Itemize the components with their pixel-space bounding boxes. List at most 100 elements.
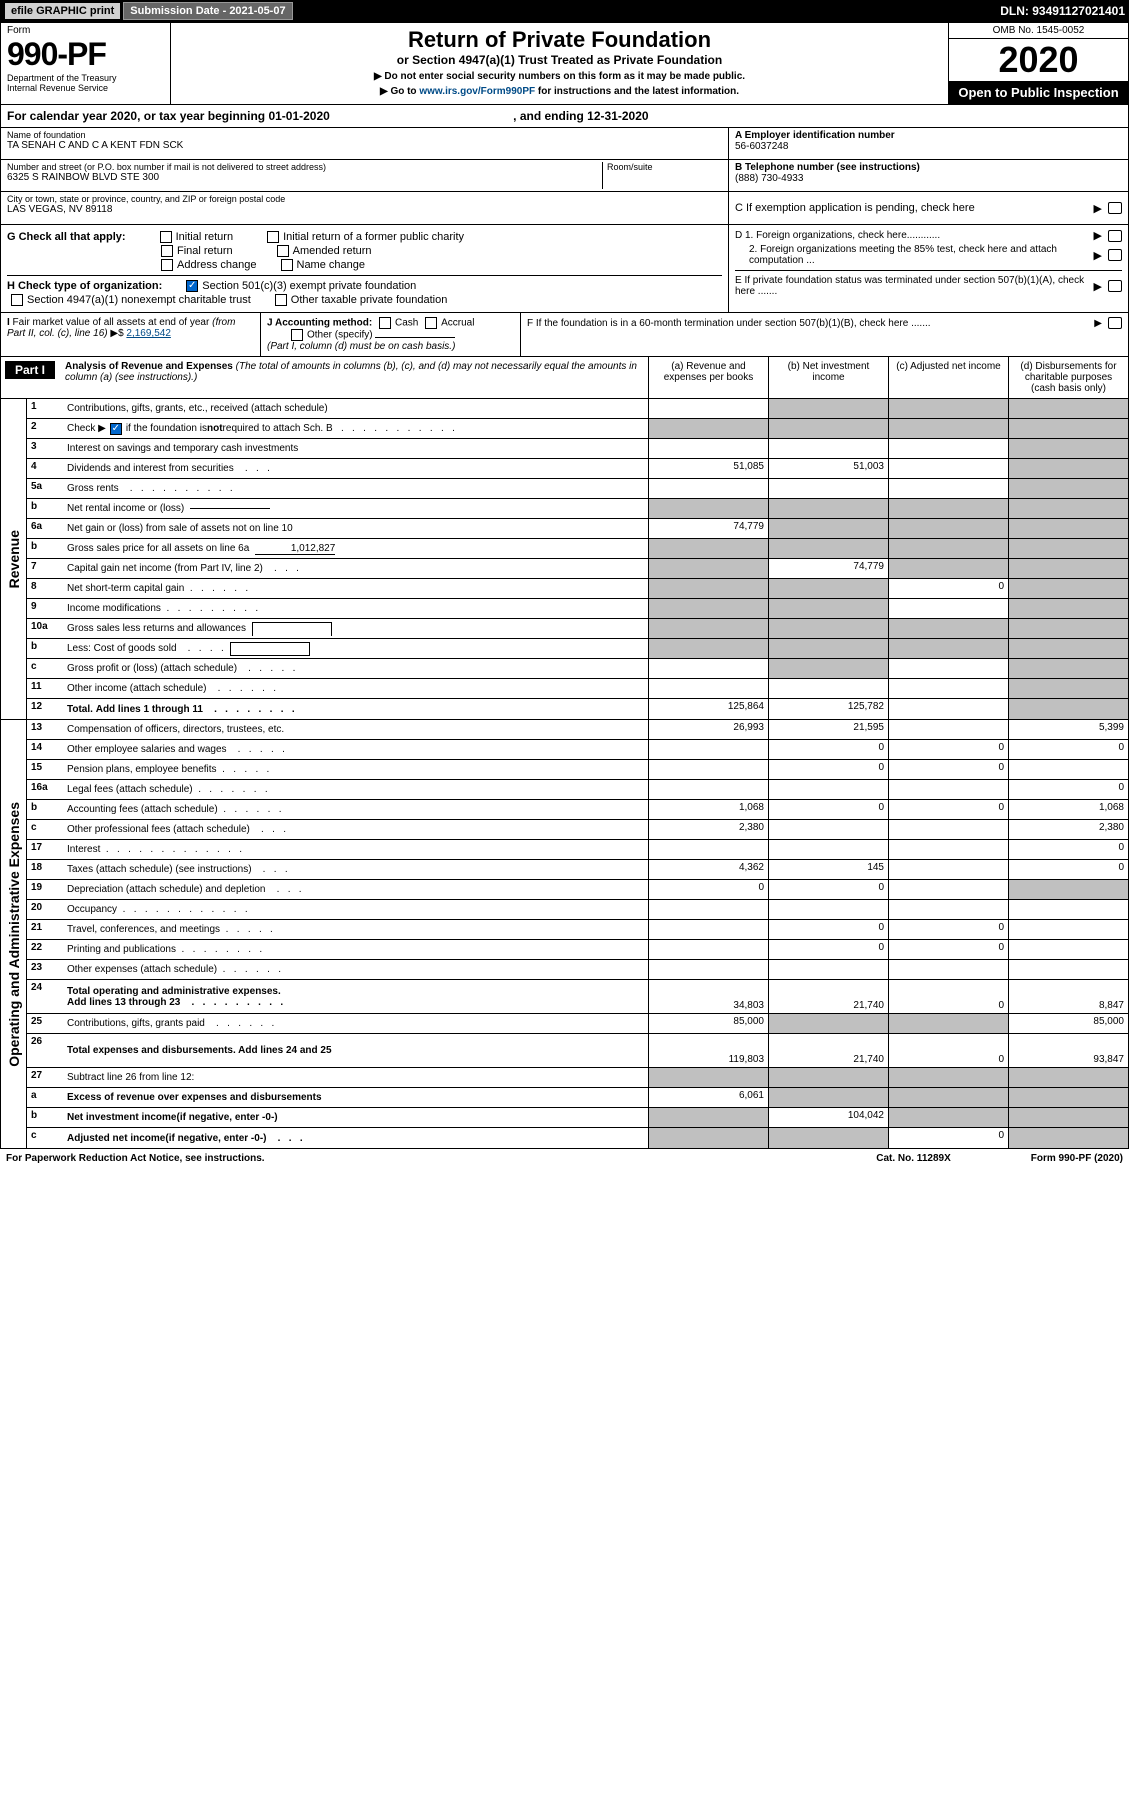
r16b: Accounting fees (attach schedule) . . . …	[63, 800, 648, 819]
r7: Capital gain net income (from Part IV, l…	[63, 559, 648, 578]
r25d: 85,000	[1008, 1014, 1128, 1033]
form-label: Form	[7, 25, 164, 36]
r23: Other expenses (attach schedule) . . . .…	[63, 960, 648, 979]
r10b: Less: Cost of goods sold . . . .	[63, 639, 648, 658]
r14: Other employee salaries and wages . . . …	[63, 740, 648, 759]
r22: Printing and publications . . . . . . . …	[63, 940, 648, 959]
schb-cb[interactable]	[110, 423, 122, 435]
foundation-name: TA SENAH C AND C A KENT FDN SCK	[7, 140, 722, 151]
efile-btn[interactable]: efile GRAPHIC print	[4, 2, 121, 20]
r18d: 0	[1008, 860, 1128, 879]
addr-label: Number and street (or P.O. box number if…	[7, 162, 602, 172]
r16bc: 0	[888, 800, 1008, 819]
form-title: Return of Private Foundation	[175, 27, 944, 53]
r16ca: 2,380	[648, 820, 768, 839]
d2-cb[interactable]	[1108, 249, 1122, 261]
accrual-cb[interactable]	[425, 317, 437, 329]
r22b: 0	[768, 940, 888, 959]
r24d: 8,847	[1008, 980, 1128, 1013]
footer-right: Form 990-PF (2020)	[1031, 1153, 1123, 1164]
initial-former-cb[interactable]	[267, 231, 279, 243]
r6b: Gross sales price for all assets on line…	[63, 539, 648, 558]
r21: Travel, conferences, and meetings . . . …	[63, 920, 648, 939]
part1-header: Part I Analysis of Revenue and Expenses …	[0, 357, 1129, 399]
r24: Total operating and administrative expen…	[63, 980, 648, 1013]
dln: DLN: 93491127021401	[1000, 4, 1125, 18]
colb: (b) Net investment income	[768, 357, 888, 398]
s4947-cb[interactable]	[11, 294, 23, 306]
r15c: 0	[888, 760, 1008, 779]
addr-change: Address change	[177, 259, 257, 271]
r13b: 21,595	[768, 720, 888, 739]
f-label: F If the foundation is in a 60-month ter…	[527, 318, 1092, 329]
instr2: ▶ Go to www.irs.gov/Form990PF for instru…	[175, 86, 944, 97]
r16ba: 1,068	[648, 800, 768, 819]
phone: (888) 730-4933	[735, 173, 1122, 184]
e-cb[interactable]	[1108, 280, 1122, 292]
cal-begin: For calendar year 2020, or tax year begi…	[7, 109, 330, 123]
other-cb[interactable]	[291, 329, 303, 341]
ein-label: A Employer identification number	[735, 130, 1122, 141]
j-label: J Accounting method:	[267, 318, 372, 329]
r6a: Net gain or (loss) from sale of assets n…	[63, 519, 648, 538]
submission-btn[interactable]: Submission Date - 2021-05-07	[123, 2, 292, 20]
part1-title: Analysis of Revenue and Expenses	[65, 361, 233, 372]
r21c: 0	[888, 920, 1008, 939]
r3: Interest on savings and temporary cash i…	[63, 439, 648, 458]
r2: Check ▶ if the foundation is not require…	[63, 419, 648, 438]
othertax-cb[interactable]	[275, 294, 287, 306]
amended-cb[interactable]	[277, 245, 289, 257]
omb: OMB No. 1545-0052	[949, 23, 1128, 39]
r1: Contributions, gifts, grants, etc., rece…	[63, 399, 648, 418]
opex-table: Operating and Administrative Expenses 13…	[0, 720, 1129, 1149]
r7b: 74,779	[768, 559, 888, 578]
r25a: 85,000	[648, 1014, 768, 1033]
c-checkbox[interactable]	[1108, 202, 1122, 214]
r27cc: 0	[888, 1128, 1008, 1148]
g-label: G Check all that apply:	[7, 231, 126, 243]
footer: For Paperwork Reduction Act Notice, see …	[0, 1149, 1129, 1168]
form-header: Form 990-PF Department of the Treasury I…	[0, 22, 1129, 105]
d1-cb[interactable]	[1108, 230, 1122, 242]
name-cb[interactable]	[281, 259, 293, 271]
r11: Other income (attach schedule) . . . . .…	[63, 679, 648, 698]
e-label: E If private foundation status was termi…	[735, 275, 1092, 297]
r26a: 119,803	[648, 1034, 768, 1067]
other-spec: Other (specify)	[307, 330, 373, 341]
city: LAS VEGAS, NV 89118	[7, 204, 722, 215]
other-tax: Other taxable private foundation	[291, 294, 448, 306]
cash-cb[interactable]	[379, 317, 391, 329]
r16c: Other professional fees (attach schedule…	[63, 820, 648, 839]
r18: Taxes (attach schedule) (see instruction…	[63, 860, 648, 879]
r12a: 125,864	[648, 699, 768, 719]
i-label: I Fair market value of all assets at end…	[7, 317, 235, 339]
final-return: Final return	[177, 245, 233, 257]
phone-label: B Telephone number (see instructions)	[735, 162, 1122, 173]
addr-cb[interactable]	[161, 259, 173, 271]
footer-mid: Cat. No. 11289X	[876, 1153, 950, 1164]
name-label: Name of foundation	[7, 130, 722, 140]
r15: Pension plans, employee benefits . . . .…	[63, 760, 648, 779]
initial-cb[interactable]	[160, 231, 172, 243]
r26: Total expenses and disbursements. Add li…	[63, 1034, 648, 1067]
footer-left: For Paperwork Reduction Act Notice, see …	[6, 1153, 265, 1164]
f-cb[interactable]	[1108, 317, 1122, 329]
r14d: 0	[1008, 740, 1128, 759]
hij-row: I Fair market value of all assets at end…	[0, 313, 1129, 357]
initial-return: Initial return	[176, 231, 233, 243]
r25: Contributions, gifts, grants paid . . . …	[63, 1014, 648, 1033]
j-note: (Part I, column (d) must be on cash basi…	[267, 341, 455, 352]
info-grid: Name of foundation TA SENAH C AND C A KE…	[0, 128, 1129, 225]
r9: Income modifications . . . . . . . . .	[63, 599, 648, 618]
final-cb[interactable]	[161, 245, 173, 257]
r16ad: 0	[1008, 780, 1128, 799]
h-label: H Check type of organization:	[7, 280, 162, 292]
calendar-row: For calendar year 2020, or tax year begi…	[0, 105, 1129, 128]
instr-link[interactable]: www.irs.gov/Form990PF	[419, 86, 535, 97]
initial-former: Initial return of a former public charit…	[283, 231, 464, 243]
r12: Total. Add lines 1 through 11 . . . . . …	[63, 699, 648, 719]
r4b: 51,003	[768, 459, 888, 478]
efile-header: efile GRAPHIC print Submission Date - 20…	[0, 0, 1129, 22]
r16bb: 0	[768, 800, 888, 819]
s501-cb[interactable]	[186, 280, 198, 292]
